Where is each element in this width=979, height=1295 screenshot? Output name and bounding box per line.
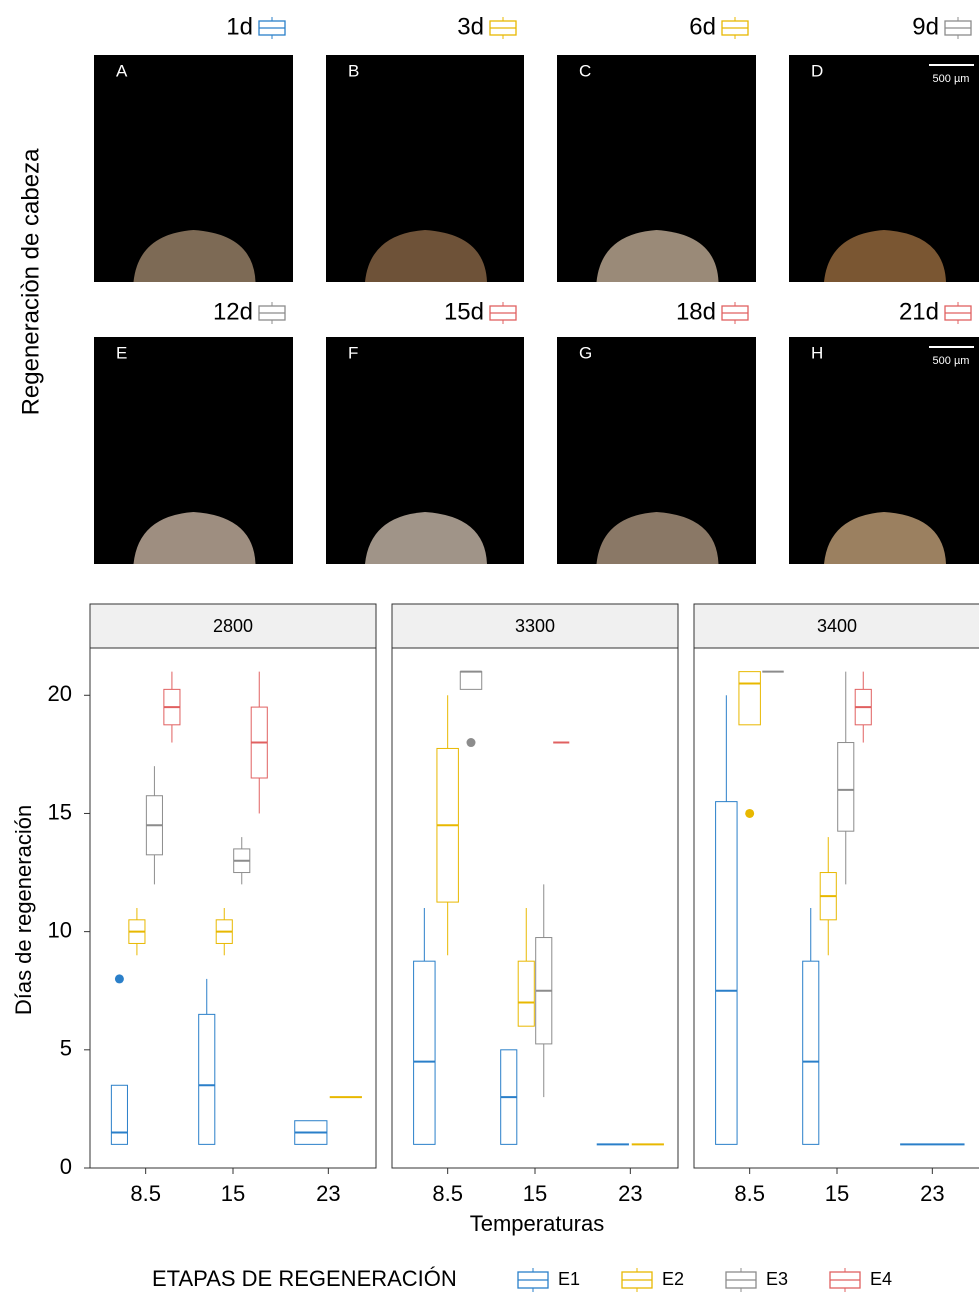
box [738,671,761,726]
specimen [365,512,487,564]
panel-letter: H [811,343,823,362]
outlier [114,974,124,984]
x-tick-label: 23 [316,1181,340,1206]
day-label: 18d [676,298,716,325]
day-label: 9d [912,13,939,40]
x-tick-label: 15 [221,1181,245,1206]
specimen [596,230,719,282]
day-label: 15d [444,298,484,325]
panel-letter: A [116,61,128,80]
x-tick-label: 8.5 [734,1181,765,1206]
y-tick-label: 10 [48,917,72,942]
y-tick-label: 15 [48,799,72,824]
strip [89,603,377,649]
specimen [824,230,946,282]
x-tick-label: 23 [920,1181,944,1206]
panel [391,647,679,1169]
facet-title: 3300 [515,616,555,636]
x-tick-label: 8.5 [130,1181,161,1206]
x-tick-label: 15 [523,1181,547,1206]
legend-label: E3 [766,1269,788,1289]
box [110,1084,128,1145]
box [198,1013,216,1145]
panel-letter: D [811,61,823,80]
x-tick-label: 23 [618,1181,642,1206]
legend-label: E1 [558,1269,580,1289]
figure-title: Regeneraciòn de cabeza [17,148,44,416]
scale-bar-label: 500 µm [933,355,970,367]
panel-letter: B [348,61,359,80]
panel-letter: E [116,343,127,362]
specimen [596,512,719,564]
box [715,801,738,1145]
day-label: 21d [899,298,939,325]
outlier [466,738,476,748]
day-label: 6d [689,13,716,40]
facet-title: 3400 [817,616,857,636]
x-axis-title: Temperaturas [470,1211,605,1236]
outlier [745,808,755,818]
scale-bar-label: 500 µm [933,73,970,85]
specimen [365,230,487,282]
panel-letter: C [579,61,591,80]
panel-letter: F [348,343,358,362]
panel-letter: G [579,343,592,362]
y-tick-label: 5 [60,1036,72,1061]
legend-label: E4 [870,1269,892,1289]
specimen [133,230,256,282]
specimen [824,512,946,564]
day-label: 1d [226,13,253,40]
y-axis-title: Días de regeneración [11,805,36,1015]
legend-title: ETAPAS DE REGENERACIÓN [152,1266,457,1291]
x-tick-label: 15 [825,1181,849,1206]
box [517,960,535,1027]
facet-title: 2800 [213,616,253,636]
box [802,960,820,1145]
y-tick-label: 0 [60,1154,72,1179]
day-label: 12d [213,298,253,325]
strip [391,603,679,649]
y-tick-label: 20 [48,681,72,706]
box [837,742,855,832]
panel [89,647,377,1169]
specimen [133,512,256,564]
strip [693,603,979,649]
x-tick-label: 8.5 [432,1181,463,1206]
day-label: 3d [457,13,484,40]
legend-label: E2 [662,1269,684,1289]
box [413,960,436,1145]
